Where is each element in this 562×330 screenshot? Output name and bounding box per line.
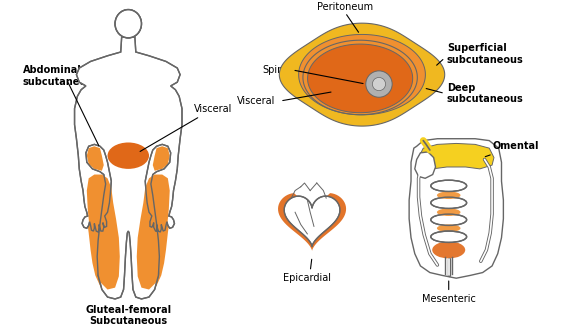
Circle shape [373,78,386,91]
Ellipse shape [437,224,460,232]
Polygon shape [419,144,494,169]
Text: Abdominal
subcutaneous: Abdominal subcutaneous [22,65,99,87]
Text: Epicardial: Epicardial [283,274,332,283]
Ellipse shape [431,180,466,191]
Polygon shape [279,23,445,126]
Polygon shape [415,152,436,178]
Text: Gluteal-femoral
Subcutaneous: Gluteal-femoral Subcutaneous [85,305,171,326]
Ellipse shape [107,143,149,169]
Polygon shape [75,37,182,299]
Text: Superficial
subcutaneous: Superficial subcutaneous [447,43,524,65]
Polygon shape [86,144,106,175]
Text: Visceral: Visceral [140,104,233,151]
Polygon shape [87,175,120,289]
Text: Peritoneum: Peritoneum [317,2,373,13]
Polygon shape [284,196,340,247]
Ellipse shape [432,242,465,258]
Polygon shape [87,146,104,171]
Ellipse shape [437,191,460,199]
Ellipse shape [431,231,466,243]
Polygon shape [137,175,170,289]
Polygon shape [278,193,346,251]
Polygon shape [153,146,170,171]
Polygon shape [151,144,171,175]
Polygon shape [136,169,171,291]
Ellipse shape [115,10,142,38]
Text: Spine: Spine [262,65,289,75]
Text: Visceral: Visceral [237,96,275,106]
Polygon shape [307,44,413,113]
Circle shape [366,71,392,97]
Ellipse shape [431,197,466,209]
Ellipse shape [431,214,466,225]
Ellipse shape [115,10,142,38]
Polygon shape [85,169,121,291]
Ellipse shape [437,209,460,216]
Ellipse shape [107,143,149,169]
Polygon shape [409,139,504,278]
Text: Omental: Omental [485,141,538,157]
Polygon shape [298,34,425,115]
Text: Mesenteric: Mesenteric [422,294,475,304]
Text: Deep
subcutaneous: Deep subcutaneous [447,83,524,104]
